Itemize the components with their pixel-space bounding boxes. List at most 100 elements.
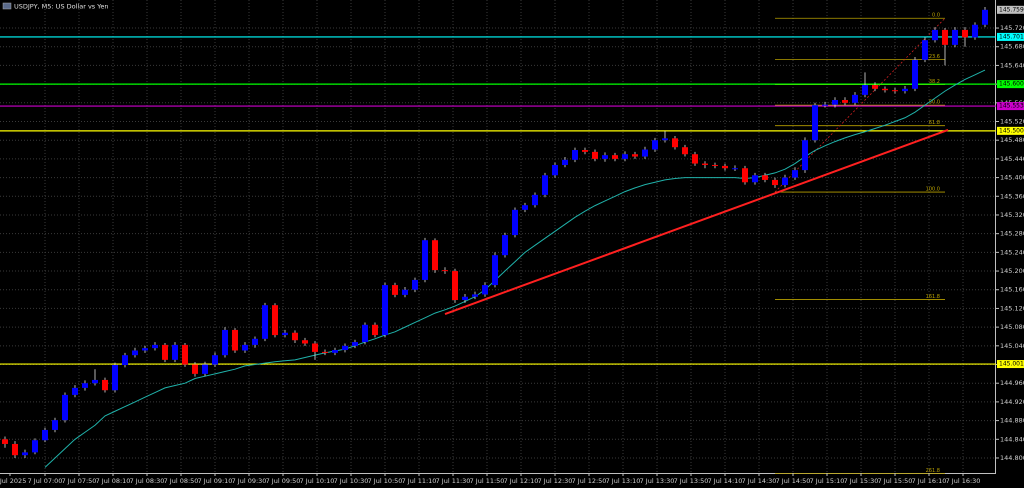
candle-body bbox=[422, 240, 428, 280]
candle-body bbox=[212, 355, 218, 365]
x-tick-label: 7 Jul 09:50 bbox=[266, 477, 301, 485]
y-tick-label: 145.520 bbox=[1000, 118, 1024, 126]
y-tick-label: 145.400 bbox=[1000, 174, 1024, 182]
price-label: 145.701 bbox=[999, 33, 1024, 40]
chart-title: USDJPY, M5: US Dollar vs Yen bbox=[14, 3, 108, 11]
x-tick-label: 7 Jul 08:30 bbox=[130, 477, 165, 485]
candle-body bbox=[392, 285, 398, 295]
x-tick-label: 7 Jul 08:50 bbox=[164, 477, 199, 485]
price-label: 145.001 bbox=[999, 361, 1024, 368]
candle-body bbox=[522, 205, 528, 210]
candle-body bbox=[782, 177, 788, 186]
candle-body bbox=[612, 155, 618, 159]
candle-body bbox=[222, 329, 228, 356]
candle-body bbox=[42, 429, 48, 441]
price-label-box bbox=[997, 80, 1024, 89]
candle-body bbox=[12, 443, 18, 456]
x-tick-label: 7 Jul 2025 bbox=[0, 477, 26, 485]
candle-body bbox=[462, 296, 468, 301]
candle-body bbox=[242, 344, 248, 351]
candle-body bbox=[632, 154, 638, 157]
candle-body bbox=[262, 305, 268, 339]
candle-body bbox=[852, 94, 858, 103]
candle-body bbox=[562, 159, 568, 165]
candle-body bbox=[602, 155, 608, 159]
candle-body bbox=[532, 194, 538, 206]
candle-body bbox=[512, 209, 518, 236]
candle-body bbox=[672, 138, 678, 148]
x-tick-label: 7 Jul 10:30 bbox=[334, 477, 369, 485]
candle-body bbox=[742, 168, 748, 183]
y-tick-label: 145.320 bbox=[1000, 211, 1024, 219]
candle-body bbox=[752, 175, 758, 183]
x-tick-label: 7 Jul 13:10 bbox=[606, 477, 641, 485]
candle-body bbox=[932, 29, 938, 41]
y-tick-label: 145.240 bbox=[1000, 248, 1024, 256]
fib-label: 50.0 bbox=[929, 100, 940, 106]
fib-label: 100.0 bbox=[926, 187, 940, 193]
x-tick-label: 7 Jul 14:10 bbox=[708, 477, 743, 485]
candle-body bbox=[402, 289, 408, 295]
x-tick-label: 7 Jul 10:50 bbox=[368, 477, 403, 485]
x-tick-label: 7 Jul 13:50 bbox=[674, 477, 709, 485]
candle-body bbox=[192, 364, 198, 374]
candle-body bbox=[282, 332, 288, 336]
candle-body bbox=[372, 324, 378, 336]
candle-body bbox=[802, 140, 808, 171]
candle-body bbox=[122, 355, 128, 365]
x-tick-label: 7 Jul 07:50 bbox=[62, 477, 97, 485]
symbol-icon bbox=[2, 2, 12, 10]
x-tick-label: 7 Jul 12:50 bbox=[572, 477, 607, 485]
candle-body bbox=[702, 163, 708, 165]
candle-body bbox=[412, 279, 418, 290]
y-tick-label: 145.160 bbox=[1000, 286, 1024, 294]
candle-body bbox=[502, 235, 508, 256]
x-tick-label: 7 Jul 11:50 bbox=[470, 477, 505, 485]
y-tick-label: 145.680 bbox=[1000, 43, 1024, 51]
y-tick-label: 145.480 bbox=[1000, 136, 1024, 144]
candle-body bbox=[712, 164, 718, 166]
y-tick-label: 145.440 bbox=[1000, 155, 1024, 163]
candle-body bbox=[832, 100, 838, 105]
candle-body bbox=[492, 255, 498, 286]
candle-body bbox=[92, 379, 98, 384]
candle-body bbox=[882, 88, 888, 91]
candle-body bbox=[842, 100, 848, 103]
candle-body bbox=[962, 29, 968, 38]
x-tick-label: 7 Jul 09:30 bbox=[232, 477, 267, 485]
y-tick-label: 144.960 bbox=[1000, 379, 1024, 387]
fib-label: 161.8 bbox=[926, 294, 940, 300]
price-label-box bbox=[997, 32, 1024, 41]
candle-body bbox=[582, 150, 588, 152]
x-tick-label: 7 Jul 15:50 bbox=[878, 477, 913, 485]
candle-body bbox=[162, 344, 168, 360]
candle-body bbox=[472, 294, 478, 297]
candle-body bbox=[292, 332, 298, 341]
price-label: 145.553 bbox=[999, 103, 1024, 110]
y-tick-label: 144.920 bbox=[1000, 398, 1024, 406]
candle-body bbox=[642, 149, 648, 157]
x-tick-label: 7 Jul 09:10 bbox=[198, 477, 233, 485]
fib-label: 261.8 bbox=[926, 468, 940, 474]
x-tick-label: 7 Jul 07:00 bbox=[28, 477, 63, 485]
y-tick-label: 144.880 bbox=[1000, 417, 1024, 425]
candle-body bbox=[182, 344, 188, 365]
price-label-box bbox=[997, 5, 1024, 14]
x-tick-label: 7 Jul 13:30 bbox=[640, 477, 675, 485]
candle-body bbox=[772, 179, 778, 186]
trendline bbox=[444, 128, 949, 315]
candle-body bbox=[382, 285, 388, 336]
x-tick-label: 7 Jul 11:30 bbox=[436, 477, 471, 485]
fib-label: 38.2 bbox=[929, 79, 940, 85]
x-tick-label: 7 Jul 15:30 bbox=[844, 477, 879, 485]
candle-body bbox=[622, 154, 628, 159]
candle-body bbox=[762, 175, 768, 180]
candle-body bbox=[332, 350, 338, 353]
candle-body bbox=[22, 452, 28, 456]
price-label: 145.759 bbox=[999, 6, 1024, 13]
candle-body bbox=[872, 85, 878, 89]
candle-body bbox=[652, 140, 658, 150]
candle-body bbox=[352, 342, 358, 346]
candle-body bbox=[732, 168, 738, 170]
y-tick-label: 144.840 bbox=[1000, 435, 1024, 443]
